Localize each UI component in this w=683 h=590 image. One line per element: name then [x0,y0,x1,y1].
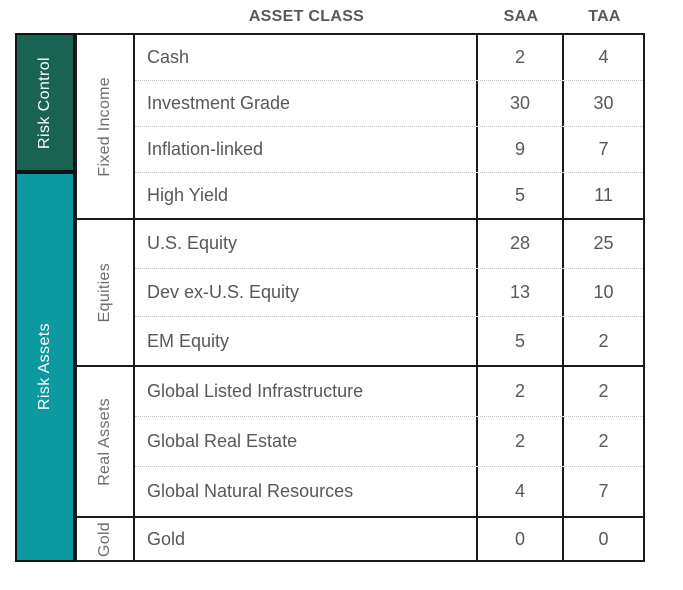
taa-value: 30 [562,81,643,126]
group-label-cell: Gold [77,518,135,560]
table-row: Cash 2 4 [135,35,643,80]
group-equities: Equities U.S. Equity 28 25 Dev ex-U.S. E… [77,218,643,366]
table-row: Global Real Estate 2 2 [135,416,643,466]
taa-value: 2 [562,317,643,366]
group-label-gold: Gold [96,521,113,557]
group-rows: Cash 2 4 Investment Grade 30 30 Inflatio… [135,35,643,218]
table-row: Inflation-linked 9 7 [135,126,643,172]
group-gold: Gold Gold 0 0 [77,516,643,560]
taa-value: 10 [562,268,643,317]
group-label-cell: Fixed Income [77,35,135,218]
saa-value: 9 [476,127,562,172]
group-label-real-assets: Real Assets [96,397,113,486]
table-row: Dev ex-U.S. Equity 13 10 [135,267,643,317]
category-label-risk-assets: Risk Assets [36,323,53,411]
asset-name: EM Equity [147,330,230,351]
asset-name: Global Listed Infrastructure [147,381,364,401]
saa-value: 0 [476,518,562,560]
group-label-equities: Equities [96,262,113,323]
column-header-saa: SAA [503,7,539,25]
asset-name: Global Natural Resources [147,481,354,501]
asset-name: Inflation-linked [147,139,264,159]
asset-name: Gold [147,528,186,549]
taa-value: 25 [562,220,643,268]
saa-value: 28 [476,220,562,268]
group-label-fixed-income: Fixed Income [96,76,113,177]
saa-value: 2 [476,417,562,466]
table-row: Investment Grade 30 30 [135,80,643,126]
saa-value: 4 [476,467,562,516]
table-row: EM Equity 5 2 [135,316,643,366]
column-header-asset-class: ASSET CLASS [248,7,365,25]
category-label-risk-control: Risk Control [36,56,53,149]
table-row: Gold 0 0 [135,518,643,560]
asset-name: Cash [147,47,190,67]
table-row: U.S. Equity 28 25 [135,220,643,268]
allocation-grid: Fixed Income Cash 2 4 Investment Grade 3… [75,33,645,562]
taa-value: 11 [562,173,643,218]
group-rows: U.S. Equity 28 25 Dev ex-U.S. Equity 13 … [135,220,643,366]
saa-value: 2 [476,35,562,80]
taa-value: 7 [562,127,643,172]
table-row: Global Natural Resources 4 7 [135,466,643,516]
saa-value: 13 [476,268,562,317]
group-label-cell: Real Assets [77,367,135,516]
saa-value: 2 [476,367,562,416]
taa-value: 2 [562,367,643,416]
group-rows: Gold 0 0 [135,518,643,560]
category-band-risk-control: Risk Control [15,33,75,172]
taa-value: 7 [562,467,643,516]
asset-name: Investment Grade [147,93,291,113]
table-row: Global Listed Infrastructure 2 2 [135,367,643,416]
asset-name: U.S. Equity [147,233,238,254]
asset-name: Global Real Estate [147,431,298,451]
group-real-assets: Real Assets Global Listed Infrastructure… [77,365,643,516]
saa-value: 30 [476,81,562,126]
saa-value: 5 [476,317,562,366]
group-fixed-income: Fixed Income Cash 2 4 Investment Grade 3… [77,35,643,218]
taa-value: 4 [562,35,643,80]
saa-value: 5 [476,173,562,218]
taa-value: 0 [562,518,643,560]
column-header-taa: TAA [588,7,621,25]
table-row: High Yield 5 11 [135,172,643,218]
group-rows: Global Listed Infrastructure 2 2 Global … [135,367,643,516]
group-label-cell: Equities [77,220,135,365]
taa-value: 2 [562,417,643,466]
category-band-risk-assets: Risk Assets [15,172,75,562]
asset-name: Dev ex-U.S. Equity [147,282,300,302]
asset-name: High Yield [147,185,229,205]
